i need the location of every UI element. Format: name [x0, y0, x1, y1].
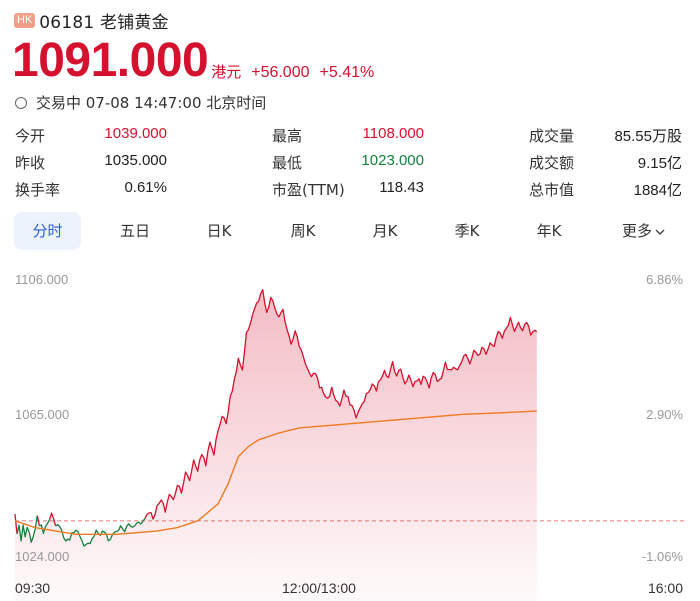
price-line-down [39, 519, 51, 535]
y-label-top: 1106.000 [15, 272, 69, 287]
tab-yearly-k[interactable]: 年K [536, 222, 562, 240]
stock-code-name: 06181 老铺黄金 [39, 13, 169, 33]
price-line-up [14, 514, 18, 534]
y-pct-label-top: 6.86% [646, 272, 683, 287]
tab-daily-k[interactable]: 日K [206, 222, 232, 240]
quote-label-prev-close: 昨收 [15, 154, 46, 172]
quote-value-open: 1039.000 [104, 125, 167, 142]
price-change-pct: +5.41% [319, 64, 375, 81]
quote-label-market-cap: 总市值 [529, 181, 575, 199]
trading-status-text: 交易中 07-08 14:47:00 北京时间 [36, 94, 267, 112]
market-badge: HK [14, 13, 36, 28]
price-line-up [48, 512, 57, 527]
tab-more-label: 更多 [621, 222, 652, 240]
x-label-midday: 12:00/13:00 [282, 580, 356, 596]
trading-status: 交易中 07-08 14:47:00 北京时间 [15, 92, 266, 113]
x-label-close: 16:00 [647, 580, 683, 596]
tab-weekly-k[interactable]: 周K [290, 222, 316, 240]
price-line-up [144, 288, 538, 520]
quote-value-market-cap: 1884亿 [633, 182, 682, 199]
quote-label-high: 最高 [272, 127, 303, 145]
price-line-down [16, 515, 38, 543]
price-row: 1091.000 港元 +56.000 +5.41% [12, 34, 375, 87]
tab-monthly-k[interactable]: 月K [372, 222, 398, 240]
y-label-mid: 1065.000 [15, 407, 70, 422]
quote-label-volume: 成交量 [529, 127, 575, 145]
quote-label-pe: 市盈(TTM) [272, 181, 345, 199]
price-change: +56.000 [251, 64, 310, 81]
quote-value-prev-close: 1035.000 [104, 152, 167, 169]
average-price-line [14, 410, 537, 536]
price-line-up [36, 515, 40, 527]
quote-value-turnover-rate: 0.61% [124, 179, 167, 196]
price-line-down [55, 518, 146, 547]
tab-more[interactable]: 更多 [602, 212, 686, 250]
stock-header: HK 06181 老铺黄金 [14, 8, 169, 33]
quote-value-volume: 85.55万股 [614, 128, 682, 145]
quote-value-pe: 118.43 [379, 179, 424, 196]
intraday-chart [14, 288, 685, 601]
quote-value-high: 1108.000 [362, 125, 424, 142]
clock-icon [15, 96, 27, 109]
last-price: 1091.000 [12, 34, 209, 87]
quote-label-turnover: 成交额 [529, 154, 575, 172]
y-pct-label-bottom: -1.06% [641, 549, 683, 564]
x-label-open: 09:30 [15, 580, 51, 596]
price-unit: 港元 [211, 63, 242, 81]
quote-label-turnover-rate: 换手率 [15, 181, 61, 199]
y-pct-label-mid: 2.90% [646, 407, 683, 422]
y-label-bottom: 1024.000 [15, 549, 70, 564]
tab-quarterly-k[interactable]: 季K [454, 222, 480, 240]
quote-value-turnover: 9.15亿 [637, 155, 682, 172]
price-area [15, 289, 537, 601]
tab-intraday[interactable]: 分时 [14, 212, 81, 250]
quote-value-low: 1023.000 [361, 152, 424, 169]
quote-label-open: 今开 [15, 127, 46, 145]
quote-label-low: 最低 [272, 154, 303, 172]
chevron-down-icon [655, 229, 665, 235]
tab-five-day[interactable]: 五日 [119, 222, 150, 240]
period-tabs: 分时 五日 日K 周K 月K 季K 年K 更多 [14, 212, 686, 252]
